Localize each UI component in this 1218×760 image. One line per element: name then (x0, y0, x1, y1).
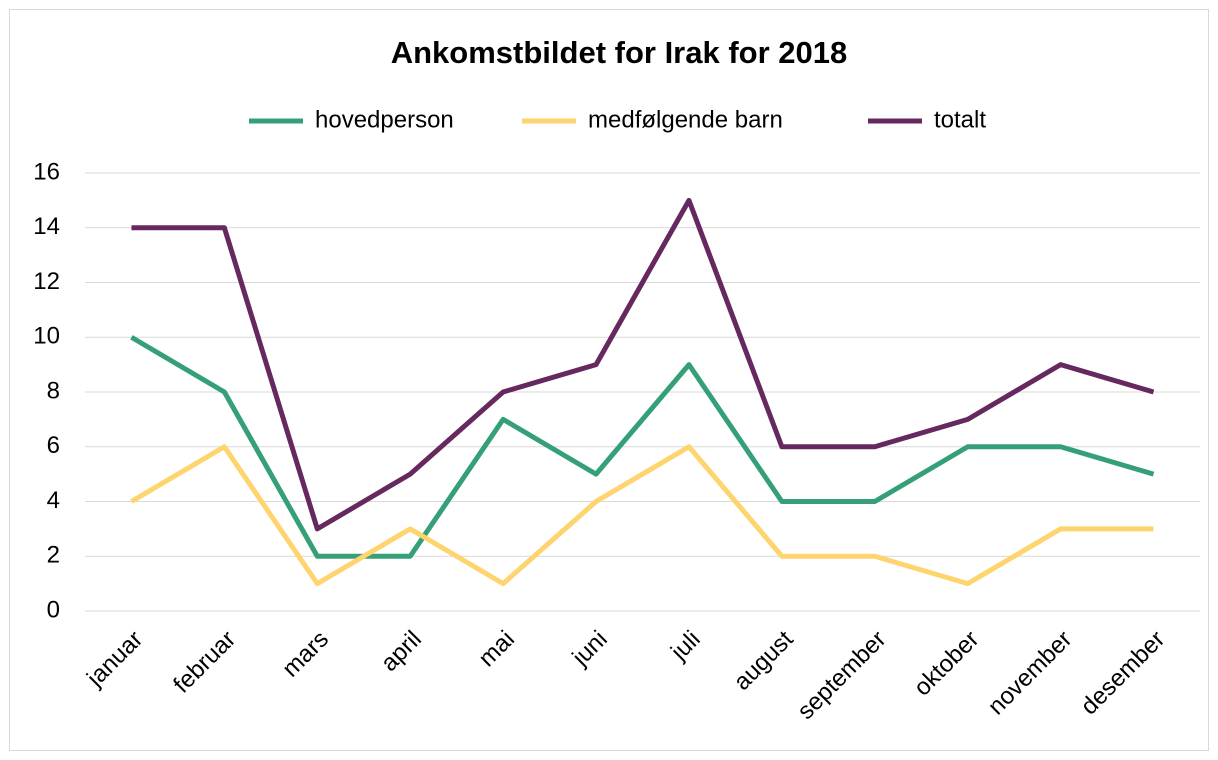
legend-label: totalt (934, 106, 986, 133)
y-tick-label: 12 (33, 268, 60, 295)
y-tick-label: 6 (47, 432, 60, 459)
y-tick-label: 16 (33, 158, 60, 185)
y-tick-label: 4 (47, 487, 60, 514)
y-tick-label: 2 (47, 542, 60, 569)
y-tick-label: 0 (47, 596, 60, 623)
y-tick-label: 8 (47, 377, 60, 404)
y-tick-label: 10 (33, 323, 60, 350)
y-tick-label: 14 (33, 213, 60, 240)
chart-title: Ankomstbildet for Irak for 2018 (391, 35, 848, 70)
legend-label: medfølgende barn (588, 106, 783, 133)
series-line (130, 335, 1155, 559)
legend-label: hovedperson (315, 106, 454, 133)
series-line (131, 197, 1155, 532)
series-line (130, 444, 1154, 587)
chart-frame (9, 9, 1209, 751)
